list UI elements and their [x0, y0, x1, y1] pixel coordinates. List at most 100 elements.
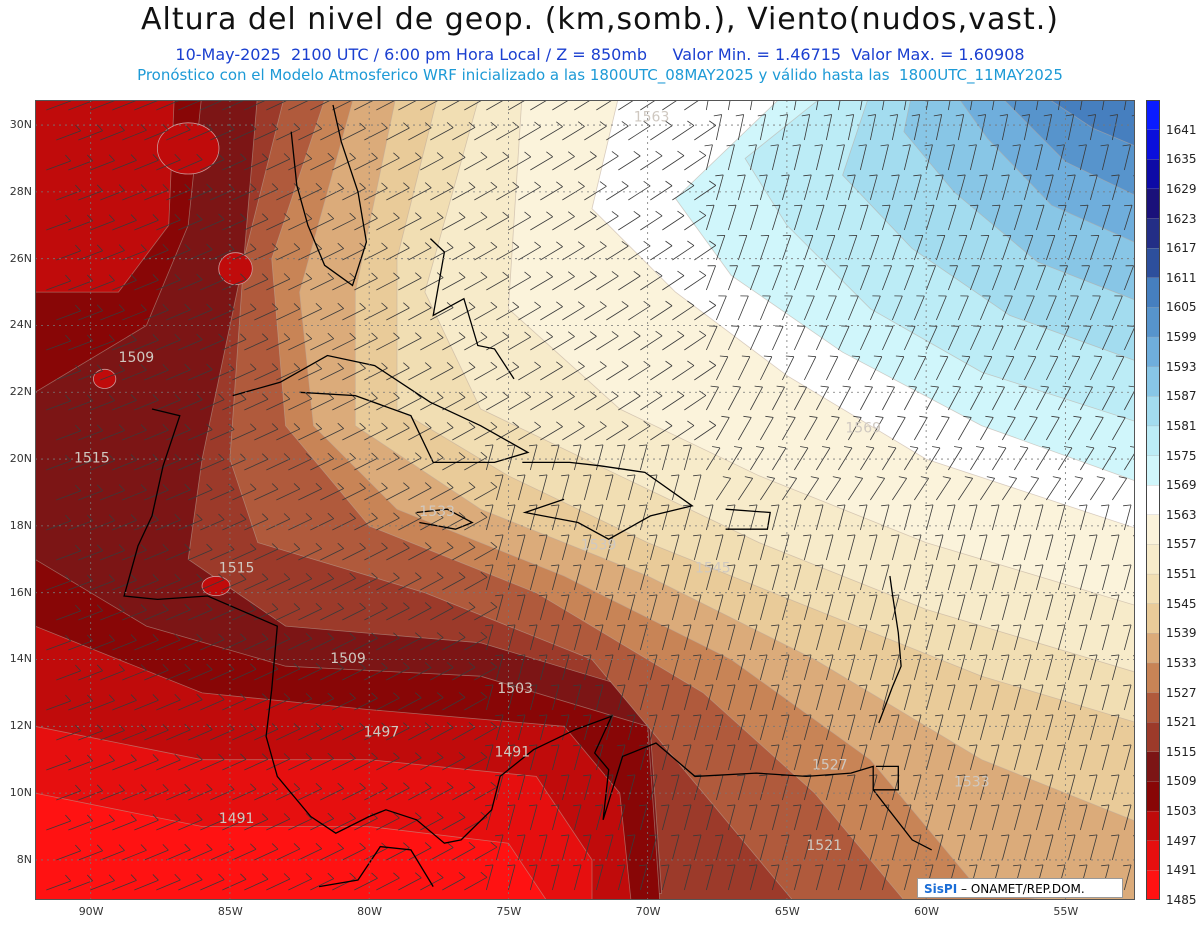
color-bar-label: 1641: [1166, 122, 1197, 137]
valid-time-line: 10-May-2025 2100 UTC / 6:00 pm Hora Loca…: [175, 45, 1025, 64]
lat-label: 18N: [9, 518, 32, 532]
lon-label: 75W: [496, 905, 522, 918]
lat-label: 22N: [9, 385, 32, 399]
color-bar-label: 1485: [1166, 893, 1197, 907]
color-bar-label: 1581: [1166, 418, 1197, 433]
contour-label: 1533: [419, 504, 455, 520]
contour-label: 1521: [806, 838, 842, 854]
color-bar-swatch: [1146, 514, 1160, 546]
color-bar-swatch: [1146, 396, 1160, 427]
color-bar-label: 1617: [1166, 241, 1197, 256]
lon-label: 70W: [635, 905, 661, 918]
color-bar-label: 1629: [1166, 181, 1197, 196]
lon-label: 65W: [774, 905, 800, 918]
color-bar-label: 1563: [1166, 507, 1197, 522]
color-bar-swatch: [1146, 366, 1160, 397]
color-bar-swatch: [1146, 129, 1160, 160]
lat-label: 12N: [9, 719, 32, 733]
color-bar-label: 1515: [1166, 744, 1197, 759]
lat-label: 8N: [16, 852, 32, 866]
color-bar-label: 1539: [1166, 626, 1197, 641]
wind-barbs: [46, 100, 1135, 891]
lat-label: 24N: [9, 318, 32, 332]
color-bar-label: 1575: [1166, 448, 1197, 463]
color-bar-swatch: [1146, 781, 1160, 812]
color-bar-swatch: [1146, 751, 1160, 783]
color-bar-swatch: [1146, 425, 1160, 457]
color-bar-label: 1587: [1166, 389, 1197, 404]
color-bar-swatch: [1146, 485, 1160, 516]
lon-label: 85W: [217, 905, 243, 918]
height-shading: [35, 100, 1135, 900]
lon-label: 60W: [914, 905, 939, 918]
color-bar-label: 1557: [1166, 537, 1197, 552]
color-bar-label: 1623: [1166, 211, 1197, 226]
credit-text: – ONAMET/REP.DOM.: [961, 882, 1085, 896]
contour-label: 1503: [497, 681, 533, 697]
lat-lon-grid: [35, 100, 1135, 900]
color-bar-swatch: [1146, 455, 1160, 486]
color-bar-label: 1593: [1166, 359, 1197, 374]
color-bar-label: 1527: [1166, 685, 1197, 700]
color-bar-label: 1611: [1166, 270, 1197, 285]
color-bar-label: 1605: [1166, 300, 1197, 315]
color-bar-label: 1533: [1166, 655, 1197, 670]
lat-label: 14N: [9, 652, 32, 666]
color-bar-label: 1497: [1166, 833, 1197, 848]
contour-label: 1539: [581, 537, 617, 553]
lat-label: 20N: [9, 452, 32, 466]
lon-label: 90W: [78, 905, 104, 918]
color-bar-label: 1635: [1166, 152, 1197, 167]
color-bar-label: 1521: [1166, 715, 1197, 730]
color-bar-label: 1503: [1166, 804, 1197, 819]
color-bar-label: 1509: [1166, 774, 1197, 789]
lat-label: 30N: [9, 118, 32, 132]
color-bar-label: 1569: [1166, 478, 1197, 493]
color-bar-swatch: [1146, 603, 1160, 634]
color-bar-swatch: [1146, 100, 1160, 131]
lon-label: 55W: [1053, 905, 1079, 918]
lat-label: 16N: [9, 585, 32, 599]
color-bar-swatch: [1146, 544, 1160, 575]
contour-label: 1491: [494, 744, 530, 760]
geopotential-map: 1563 1509 1515 1515 1509 1503 1497 1491 1491 1539…: [35, 100, 1135, 900]
color-bar-swatch: [1146, 307, 1160, 338]
contour-label: 1491: [219, 811, 255, 827]
lat-label: 10N: [9, 786, 32, 800]
color-bar-swatch: [1146, 247, 1160, 279]
contour-label: 1527: [812, 758, 848, 774]
color-bar-swatch: [1146, 336, 1160, 368]
lat-label: 28N: [9, 184, 32, 198]
color-bar-swatch: [1146, 870, 1160, 900]
lat-label: 26N: [9, 251, 32, 265]
contour-labels: 1563 1509 1515 1515 1509 1503 1497 1491 1491 1539…: [74, 110, 990, 854]
contour-label: 1545: [695, 561, 731, 577]
lon-label: 80W: [357, 905, 383, 918]
contour-label: 1533: [954, 774, 990, 790]
color-bar-swatch: [1146, 662, 1160, 694]
color-bar-swatch: [1146, 840, 1160, 872]
color-bar-swatch: [1146, 692, 1160, 723]
sispi-logo: SisPI: [924, 882, 958, 896]
color-bar: [1146, 100, 1160, 900]
credit-box: SisPI – ONAMET/REP.DOM.: [917, 878, 1123, 898]
contour-label: 1569: [845, 420, 881, 436]
color-bar-swatch: [1146, 633, 1160, 664]
color-bar-label: 1599: [1166, 330, 1197, 345]
map-frame: [35, 100, 1135, 900]
contour-label: 1515: [219, 561, 255, 577]
color-bar-swatch: [1146, 159, 1160, 190]
color-bar-swatch: [1146, 573, 1160, 605]
coastlines: [123, 104, 932, 888]
map-title: Altura del nivel de geop. (km,somb.), Vi…: [141, 2, 1059, 37]
model-info-line: Pronóstico con el Modelo Atmosferico WRF…: [137, 66, 1063, 84]
contour-label: 1497: [364, 724, 400, 740]
color-bar-label: 1491: [1166, 863, 1197, 878]
color-bar-swatch: [1146, 218, 1160, 249]
color-bar-swatch: [1146, 722, 1160, 753]
color-bar-swatch: [1146, 810, 1160, 842]
contour-label: 1509: [330, 651, 366, 667]
color-bar-swatch: [1146, 188, 1160, 220]
contour-label: 1563: [634, 110, 670, 126]
contour-label: 1515: [74, 450, 110, 466]
